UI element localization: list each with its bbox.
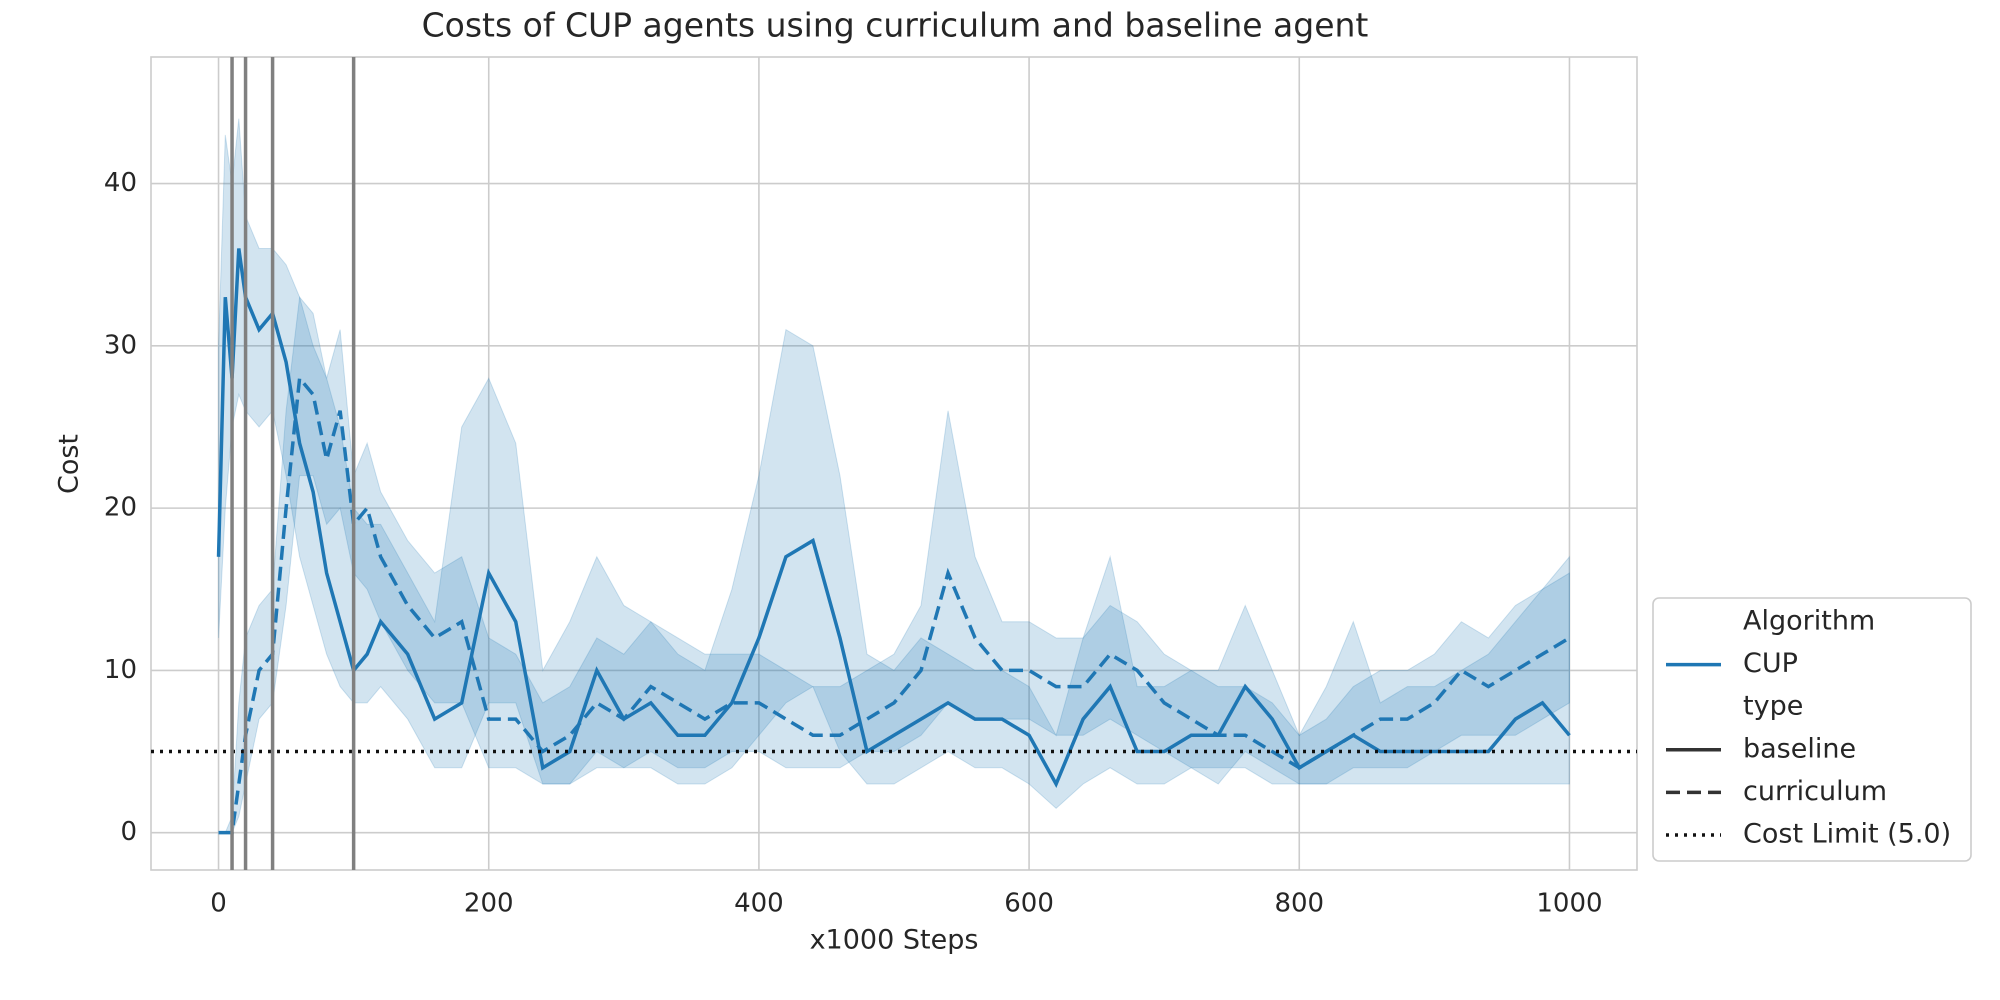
legend-title: type — [1743, 691, 1803, 722]
confidence-band — [218, 295, 1570, 834]
y-axis-label: Cost — [54, 434, 85, 494]
legend-label: baseline — [1743, 733, 1856, 764]
y-tick-label: 20 — [104, 493, 137, 523]
y-tick-label: 0 — [120, 817, 137, 847]
legend-label: Cost Limit (5.0) — [1743, 819, 1951, 850]
chart-title: Costs of CUP agents using curriculum and… — [422, 6, 1369, 45]
legend-title: Algorithm — [1743, 606, 1875, 637]
x-tick-label: 200 — [464, 889, 514, 919]
x-axis-label: x1000 Steps — [810, 925, 979, 956]
y-tick-label: 40 — [104, 168, 137, 198]
y-tick-label: 10 — [104, 655, 137, 685]
x-tick-label: 400 — [734, 889, 784, 919]
x-tick-label: 800 — [1274, 889, 1324, 919]
confidence-band — [218, 118, 1570, 810]
legend-box — [1652, 597, 1972, 862]
x-tick-label: 600 — [1004, 889, 1054, 919]
legend-label: CUP — [1743, 648, 1798, 679]
series-line — [218, 373, 1571, 835]
y-tick-label: 30 — [104, 330, 137, 360]
x-tick-label: 0 — [210, 889, 227, 919]
x-tick-label: 1000 — [1536, 889, 1602, 919]
legend-label: curriculum — [1743, 776, 1887, 807]
